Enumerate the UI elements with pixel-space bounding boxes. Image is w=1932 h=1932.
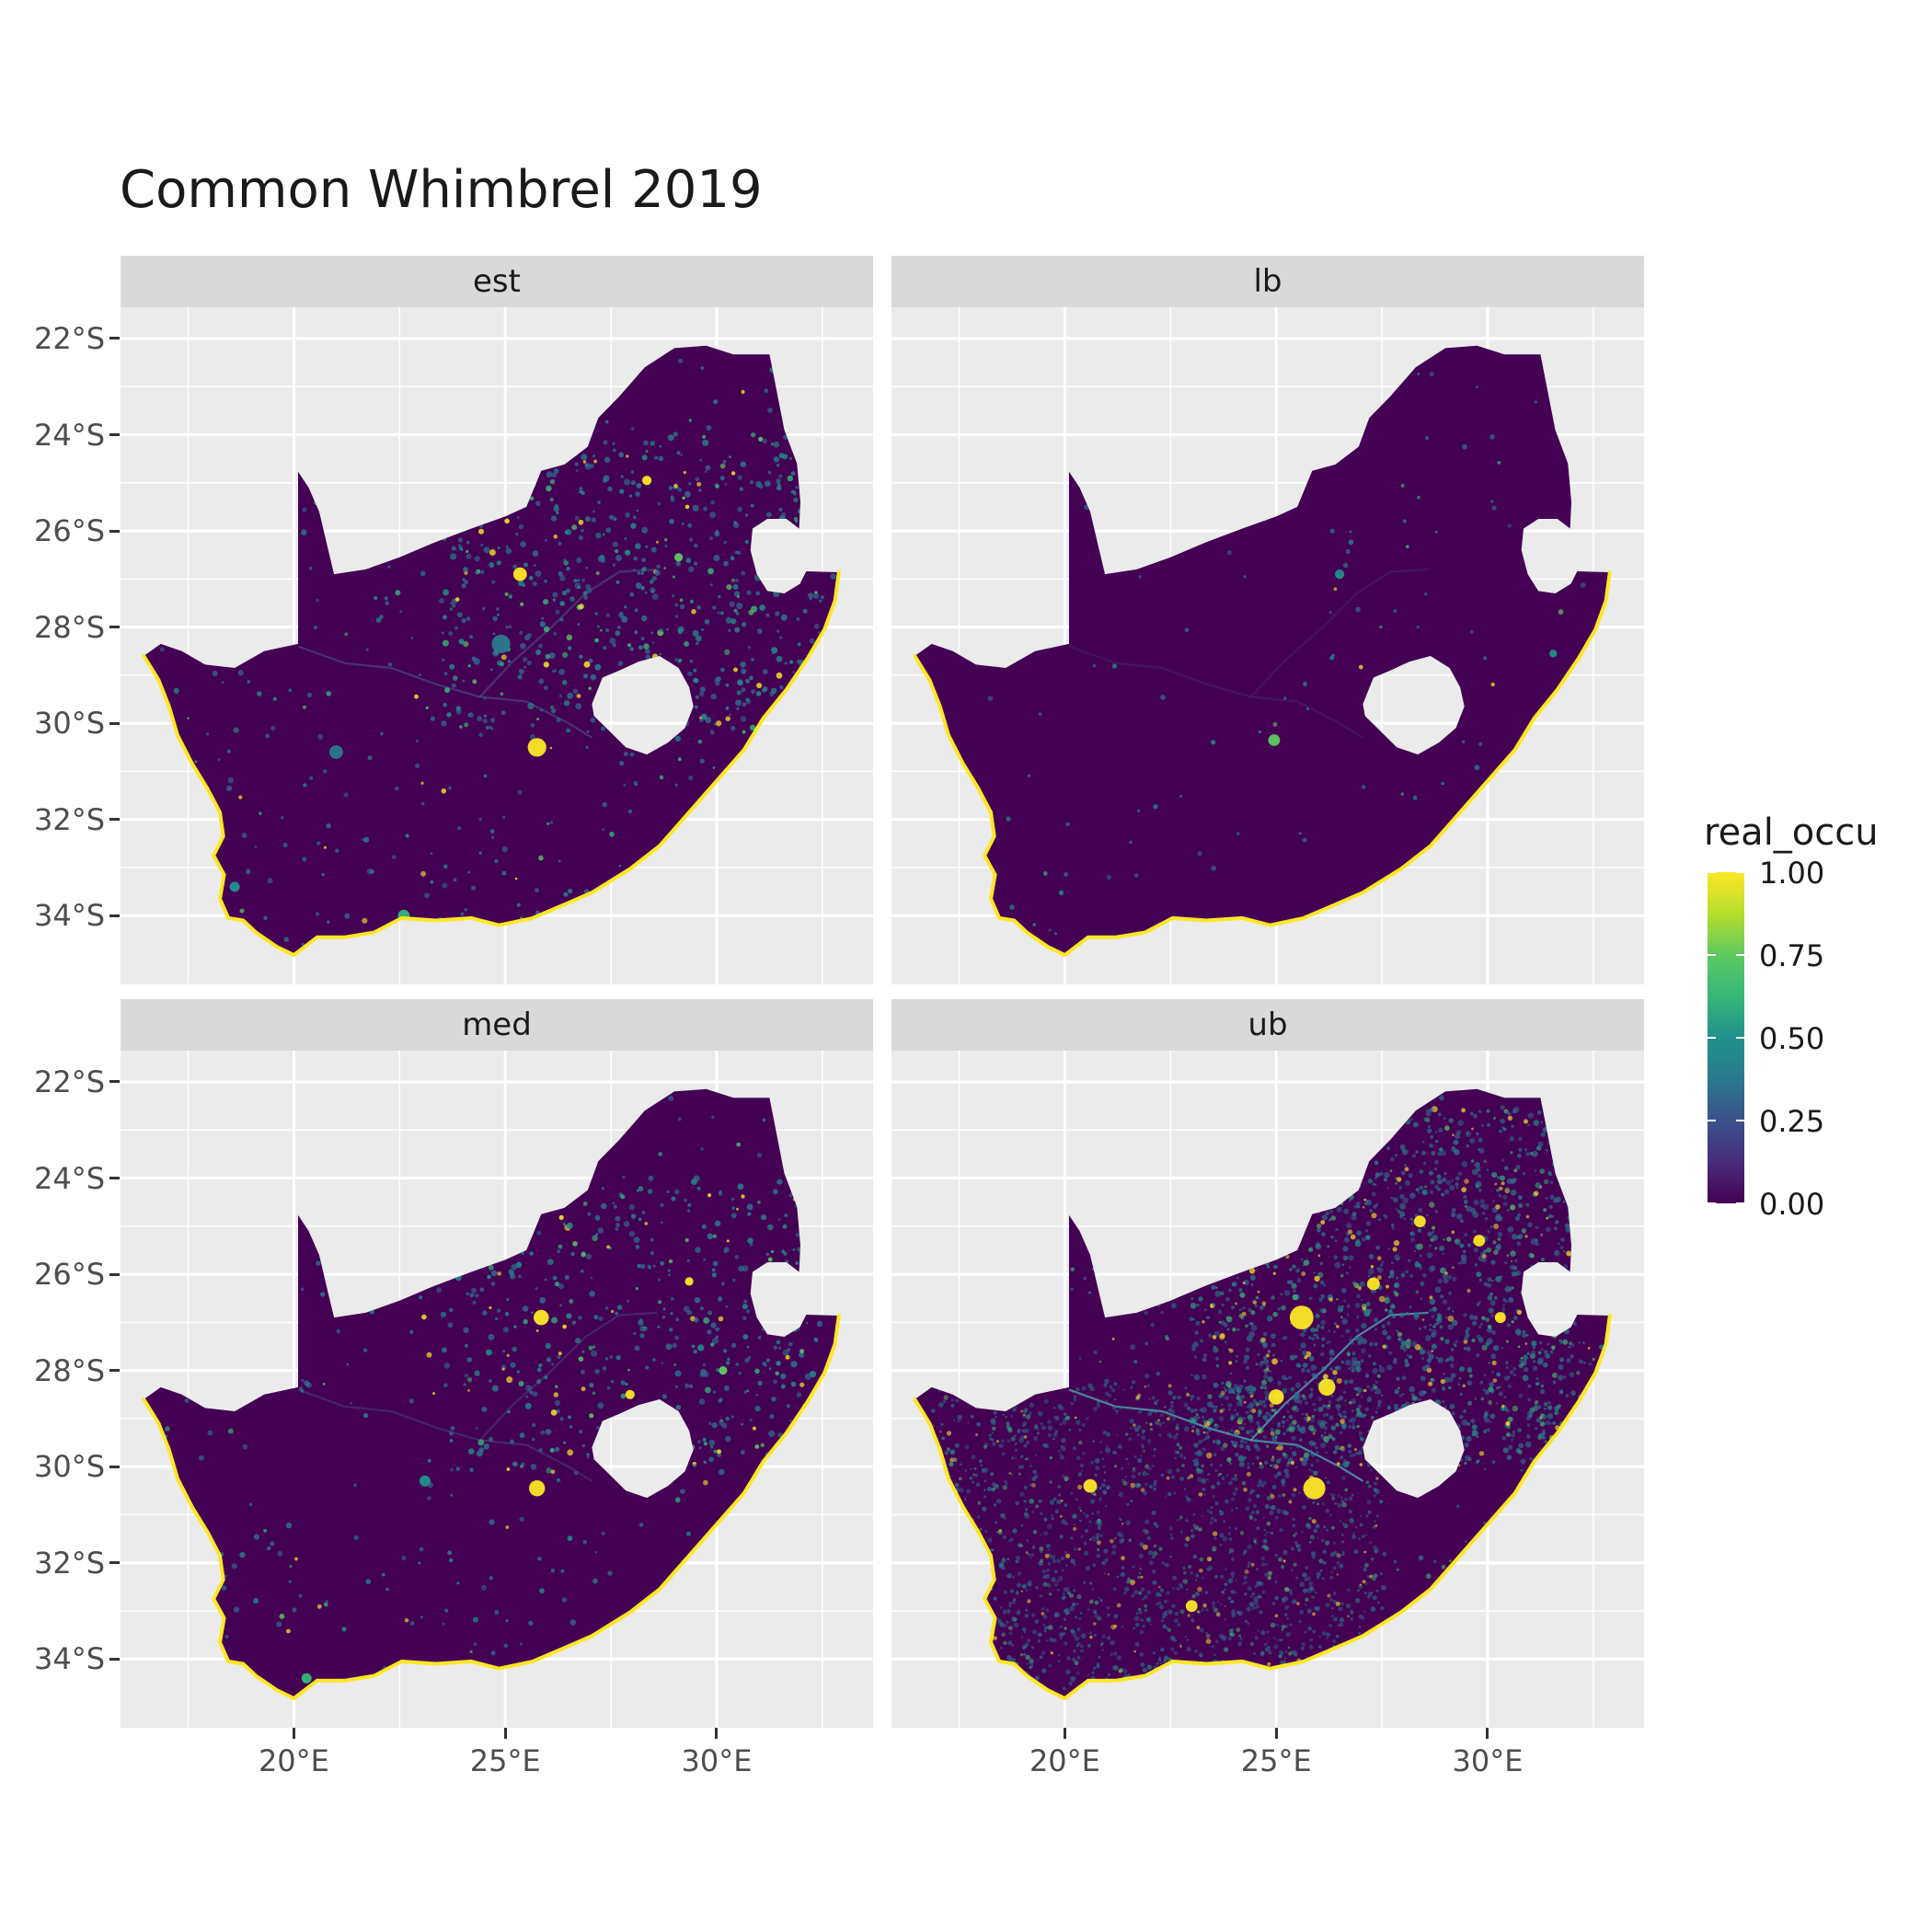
- y-axis-tick-label: 34°S: [33, 1641, 105, 1677]
- x-axis-tick-mark: [1063, 1728, 1066, 1739]
- map-panel-med: [121, 1051, 873, 1728]
- facet-strip-med: med: [121, 999, 873, 1051]
- y-axis-tick-mark: [109, 1465, 120, 1468]
- facet-strip-est: est: [121, 256, 873, 307]
- y-axis-tick-mark: [109, 914, 120, 917]
- facet-strip-ub: ub: [891, 999, 1644, 1051]
- y-axis-tick-mark: [109, 337, 120, 340]
- y-axis-tick-mark: [109, 433, 120, 437]
- y-axis-tick-label: 24°S: [33, 1160, 105, 1196]
- y-axis-tick-label: 28°S: [33, 609, 105, 645]
- facet-strip-lb: lb: [891, 256, 1644, 307]
- x-axis-tick-label: 30°E: [1452, 1743, 1524, 1778]
- facet-strip-label: med: [462, 1006, 532, 1043]
- legend-title: real_occu: [1704, 811, 1879, 854]
- y-axis-tick-mark: [109, 1369, 120, 1373]
- y-axis-tick-label: 22°S: [33, 320, 105, 356]
- facet-med: med: [121, 999, 873, 1728]
- legend-tick-label: 0.00: [1759, 1187, 1825, 1222]
- facet-ub: ub: [891, 999, 1644, 1728]
- y-axis-tick-mark: [109, 721, 120, 725]
- legend-tick-mark: [1708, 1120, 1716, 1121]
- facet-strip-label: ub: [1248, 1006, 1288, 1043]
- legend-tick-mark: [1736, 871, 1744, 873]
- y-axis-tick-label: 34°S: [33, 898, 105, 934]
- legend-tick-mark: [1736, 1037, 1744, 1039]
- legend-tick-label: 0.25: [1759, 1104, 1825, 1139]
- x-axis-tick-mark: [292, 1728, 295, 1739]
- y-axis-tick-label: 32°S: [33, 1545, 105, 1581]
- y-axis-tick-label: 24°S: [33, 417, 105, 453]
- map-panel-est: [121, 307, 873, 984]
- legend-tick-mark: [1708, 1037, 1716, 1039]
- x-axis-tick-label: 30°E: [681, 1743, 753, 1778]
- map-panel-ub: [891, 1051, 1644, 1728]
- legend-tick-mark: [1736, 954, 1744, 956]
- legend-tick-mark: [1736, 1202, 1744, 1204]
- map-svg-ub: [891, 1051, 1644, 1728]
- x-axis-tick-label: 20°E: [1029, 1743, 1100, 1778]
- y-axis-tick-mark: [109, 1177, 120, 1180]
- plot-title: Common Whimbrel 2019: [120, 160, 763, 220]
- facet-strip-label: lb: [1253, 263, 1282, 300]
- y-axis-tick-label: 26°S: [33, 1257, 105, 1293]
- map-svg-lb: [891, 307, 1644, 984]
- x-axis-tick-mark: [715, 1728, 719, 1739]
- x-axis-tick-label: 25°E: [1240, 1743, 1312, 1778]
- y-axis-tick-mark: [109, 529, 120, 533]
- map-svg-est: [121, 307, 873, 984]
- legend-tick-mark: [1708, 871, 1716, 873]
- y-axis-tick-mark: [109, 626, 120, 629]
- legend-tick-label: 0.50: [1759, 1021, 1825, 1056]
- map-svg-med: [121, 1051, 873, 1728]
- legend-tick-label: 0.75: [1759, 938, 1825, 973]
- y-axis-tick-mark: [109, 1272, 120, 1276]
- y-axis-tick-label: 32°S: [33, 801, 105, 837]
- x-axis-tick-label: 25°E: [469, 1743, 541, 1778]
- y-axis-tick-label: 30°S: [33, 1449, 105, 1485]
- y-axis-tick-mark: [109, 818, 120, 822]
- facet-strip-label: est: [473, 263, 521, 300]
- legend-tick-label: 1.00: [1759, 856, 1825, 891]
- y-axis-tick-mark: [109, 1080, 120, 1084]
- x-axis-tick-mark: [503, 1728, 507, 1739]
- legend-tick-mark: [1736, 1120, 1744, 1121]
- x-axis-tick-mark: [1486, 1728, 1489, 1739]
- y-axis-tick-label: 30°S: [33, 706, 105, 742]
- y-axis-tick-mark: [109, 1561, 120, 1565]
- map-panel-lb: [891, 307, 1644, 984]
- facet-lb: lb: [891, 256, 1644, 984]
- y-axis-tick-label: 28°S: [33, 1352, 105, 1388]
- y-axis-tick-mark: [109, 1657, 120, 1661]
- legend-tick-mark: [1708, 954, 1716, 956]
- facet-est: est: [121, 256, 873, 984]
- x-axis-tick-mark: [1274, 1728, 1278, 1739]
- legend-tick-mark: [1708, 1202, 1716, 1204]
- x-axis-tick-label: 20°E: [258, 1743, 329, 1778]
- y-axis-tick-label: 22°S: [33, 1064, 105, 1099]
- y-axis-tick-label: 26°S: [33, 513, 105, 549]
